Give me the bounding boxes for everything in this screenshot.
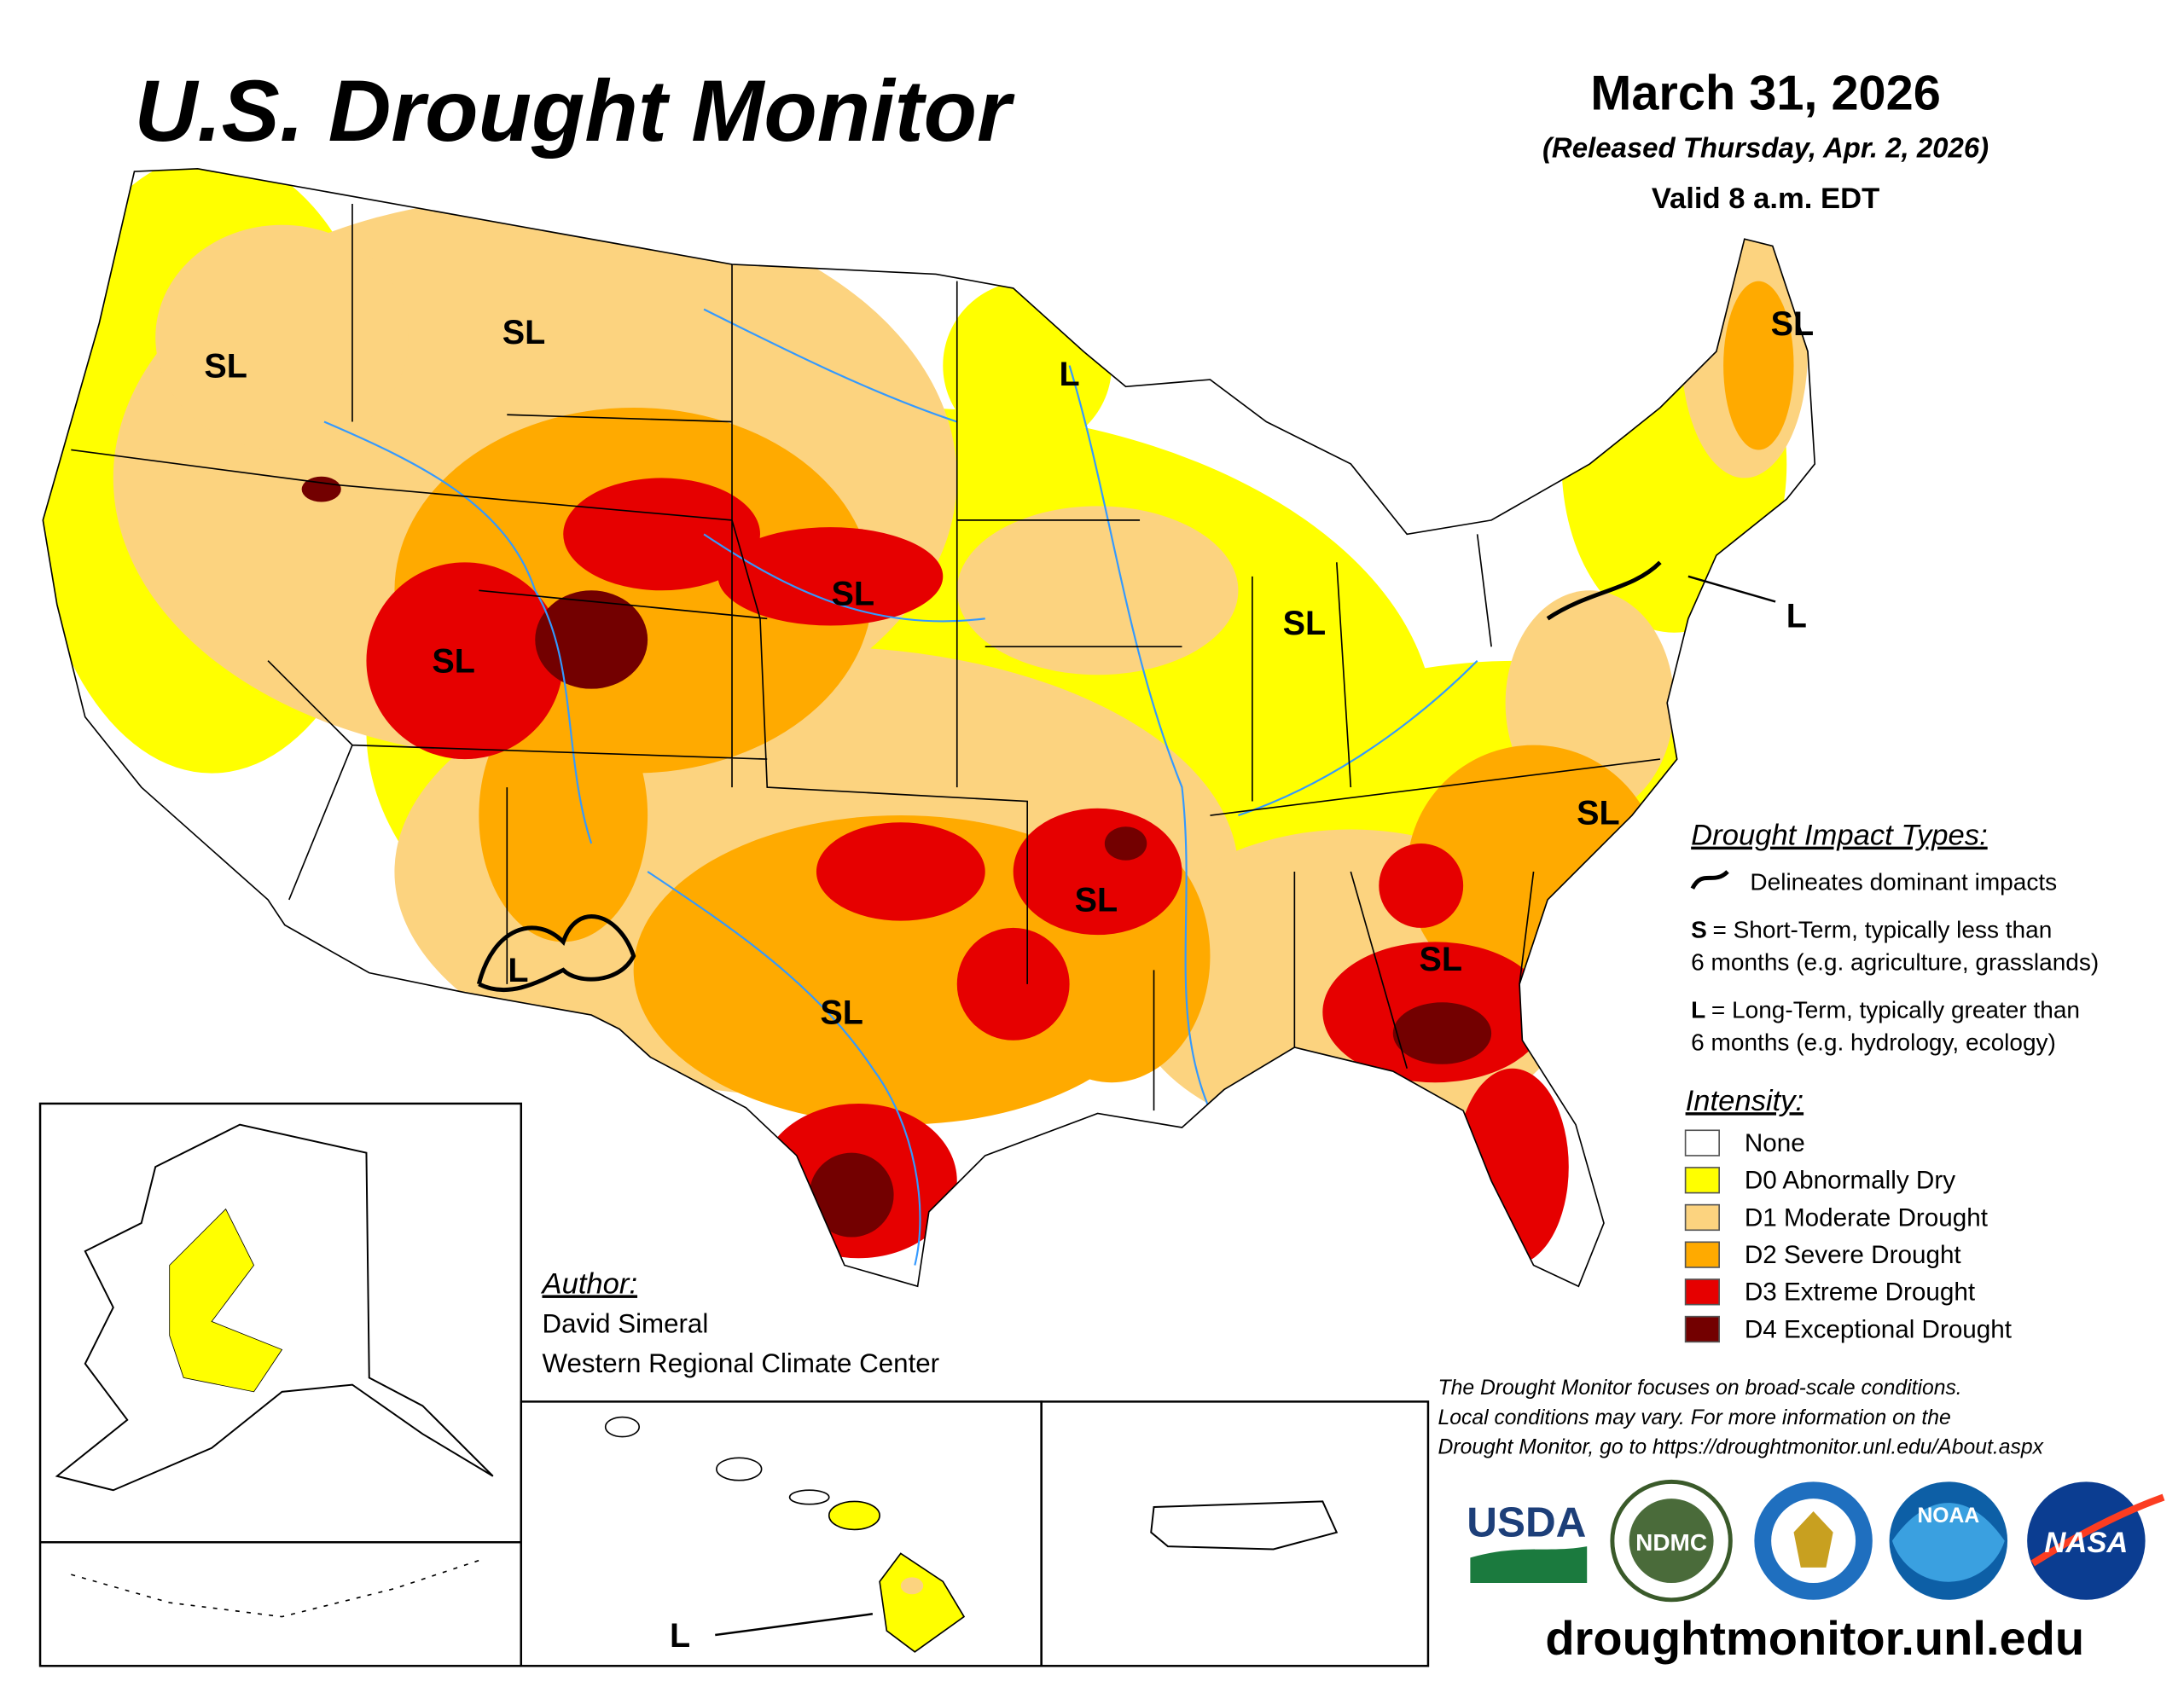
island: [788, 1489, 830, 1505]
logo-text: NASA: [2044, 1527, 2128, 1559]
river: [1068, 365, 1211, 1111]
commerce-logo: [1754, 1481, 1873, 1600]
impact-delineates: Delineates dominant impacts: [1750, 868, 2057, 895]
river: [703, 308, 958, 423]
river: [323, 420, 593, 844]
author-name: David Simeral: [543, 1309, 709, 1339]
impact-label: SL: [820, 994, 863, 1032]
legend-swatch: [1684, 1241, 1720, 1268]
logo-text: NDMC: [1635, 1529, 1707, 1556]
state-borders: [71, 204, 1661, 1111]
usda-logo: USDA: [1467, 1499, 1588, 1584]
short-term-key: S: [1691, 916, 1707, 942]
island: [716, 1457, 763, 1481]
puerto-rico-inset: [1040, 1400, 1430, 1667]
author-org: Western Regional Climate Center: [543, 1348, 940, 1378]
impact-label: SL: [432, 642, 475, 680]
impact-label: SL: [1283, 605, 1327, 642]
intensity-legend: None D0 Abnormally Dry D1 Moderate Drought…: [1684, 1129, 2013, 1343]
legend-swatch: [1684, 1278, 1720, 1306]
logo-shape: [2027, 1481, 2146, 1600]
island: [879, 1552, 966, 1653]
long-term-line: 6 months (e.g. hydrology, ecology): [1691, 1029, 2056, 1055]
impact-label: L: [1786, 598, 1807, 635]
alaska-d0: [169, 1208, 283, 1393]
impact-label: SL: [1075, 882, 1118, 919]
nasa-logo: NASA: [2027, 1481, 2165, 1600]
impact-boundary-symbol: [1690, 870, 1729, 890]
long-term-text: L = Long-Term, typically greater than: [1691, 996, 2080, 1023]
river: [703, 533, 985, 623]
label-pointer: [1687, 575, 1776, 603]
river: [1238, 659, 1478, 817]
short-term-text: S = Short-Term, typically less than: [1691, 916, 2052, 942]
release-date: (Released Thursday, Apr. 2, 2026): [1542, 132, 1989, 164]
legend-label: D3 Extreme Drought: [1745, 1278, 1976, 1307]
legend-swatch: [1684, 1203, 1720, 1232]
author-heading: Author:: [541, 1267, 638, 1300]
logo-text: NOAA: [1917, 1504, 1979, 1528]
legend-label: D0 Abnormally Dry: [1745, 1167, 1955, 1195]
island: [604, 1416, 641, 1438]
impact-label: SL: [1577, 794, 1620, 832]
legend-label: D2 Severe Drought: [1745, 1241, 1962, 1269]
logo-shape: [2030, 1493, 2165, 1567]
impact-label: L: [1060, 356, 1080, 393]
rivers: [323, 308, 1478, 1266]
puerto-rico-shape: [1150, 1500, 1339, 1551]
legend-label: None: [1745, 1129, 1805, 1157]
short-term-line: = Short-Term, typically less than: [1712, 916, 2052, 942]
impact-boundary: [476, 914, 636, 993]
long-term-line: = Long-Term, typically greater than: [1711, 996, 2080, 1023]
impact-label: SL: [1420, 941, 1463, 978]
website-url: droughtmonitor.unl.edu: [1545, 1611, 2084, 1665]
impact-label: SL: [502, 314, 546, 351]
logo-text: USDA: [1467, 1499, 1586, 1546]
impact-label: SL: [832, 575, 875, 612]
logo-shape: [1891, 1503, 2005, 1582]
impact-legend-title: Drought Impact Types:: [1691, 820, 1988, 852]
legend-swatch: [1684, 1315, 1720, 1343]
d4-areas: [301, 476, 1492, 1238]
short-term-line: 6 months (e.g. agriculture, grasslands): [1691, 948, 2099, 975]
disclaimer-line: Local conditions may vary. For more info…: [1438, 1406, 1950, 1429]
logo-shape: [1470, 1546, 1588, 1584]
intensity-title: Intensity:: [1686, 1085, 1804, 1117]
impact-label: SL: [204, 347, 247, 385]
noaa-logo: NOAA: [1889, 1481, 2008, 1600]
island-d1: [900, 1577, 924, 1595]
ndmc-logo: NDMC: [1610, 1479, 1733, 1603]
legend-swatch: [1684, 1167, 1720, 1194]
hawaii-islands: [604, 1416, 966, 1653]
impact-boundary: [1546, 560, 1662, 621]
legend-label: D1 Moderate Drought: [1745, 1203, 1989, 1232]
impact-label: SL: [1771, 305, 1815, 343]
impact-label: L: [508, 952, 528, 989]
island: [828, 1500, 880, 1531]
disclaimer-line: The Drought Monitor focuses on broad-sca…: [1438, 1377, 1961, 1400]
aleutians: [71, 1559, 479, 1618]
alaska-shape: [55, 1123, 494, 1492]
legend-label: D4 Exceptional Drought: [1745, 1315, 2013, 1343]
legend-swatch: [1684, 1129, 1720, 1157]
long-term-key: L: [1691, 996, 1705, 1023]
valid-time: Valid 8 a.m. EDT: [1652, 183, 1879, 215]
river: [647, 871, 921, 1266]
map-date: March 31, 2026: [1590, 67, 1941, 121]
label-pointer: [715, 1613, 874, 1637]
alaska-inset: [38, 1102, 523, 1667]
map-title: U.S. Drought Monitor: [134, 61, 1015, 159]
logo-shape: [1629, 1499, 1714, 1584]
border-line: [71, 204, 1661, 1111]
impact-label: L: [670, 1617, 690, 1655]
disclaimer-line: Drought Monitor, go to https://droughtmo…: [1438, 1435, 2044, 1458]
logo-shape: [1793, 1510, 1833, 1568]
